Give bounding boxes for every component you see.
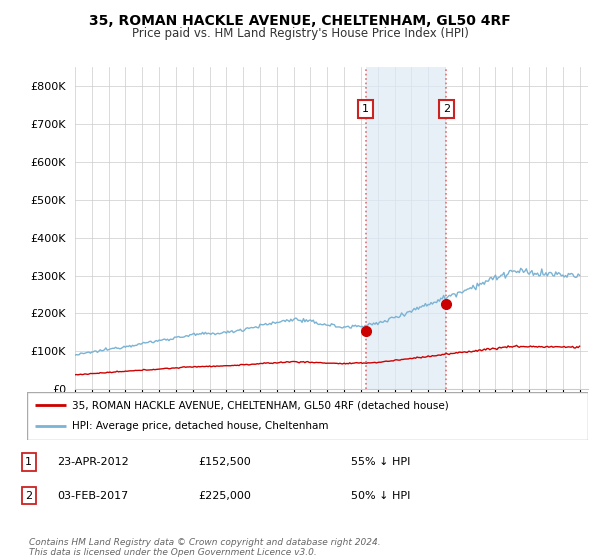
Text: 35, ROMAN HACKLE AVENUE, CHELTENHAM, GL50 4RF: 35, ROMAN HACKLE AVENUE, CHELTENHAM, GL5… (89, 14, 511, 28)
Text: 1: 1 (25, 457, 32, 467)
Text: 2: 2 (443, 104, 450, 114)
Text: 55% ↓ HPI: 55% ↓ HPI (351, 457, 410, 467)
Text: 2: 2 (25, 491, 32, 501)
Text: 23-APR-2012: 23-APR-2012 (57, 457, 129, 467)
FancyBboxPatch shape (27, 392, 588, 440)
Text: £225,000: £225,000 (198, 491, 251, 501)
Text: HPI: Average price, detached house, Cheltenham: HPI: Average price, detached house, Chel… (72, 421, 328, 431)
Text: 03-FEB-2017: 03-FEB-2017 (57, 491, 128, 501)
Text: Price paid vs. HM Land Registry's House Price Index (HPI): Price paid vs. HM Land Registry's House … (131, 27, 469, 40)
Text: 50% ↓ HPI: 50% ↓ HPI (351, 491, 410, 501)
Text: £152,500: £152,500 (198, 457, 251, 467)
Bar (366, 67, 446, 389)
Text: 35, ROMAN HACKLE AVENUE, CHELTENHAM, GL50 4RF (detached house): 35, ROMAN HACKLE AVENUE, CHELTENHAM, GL5… (72, 400, 449, 410)
Text: 1: 1 (362, 104, 370, 114)
Text: Contains HM Land Registry data © Crown copyright and database right 2024.
This d: Contains HM Land Registry data © Crown c… (29, 538, 380, 557)
